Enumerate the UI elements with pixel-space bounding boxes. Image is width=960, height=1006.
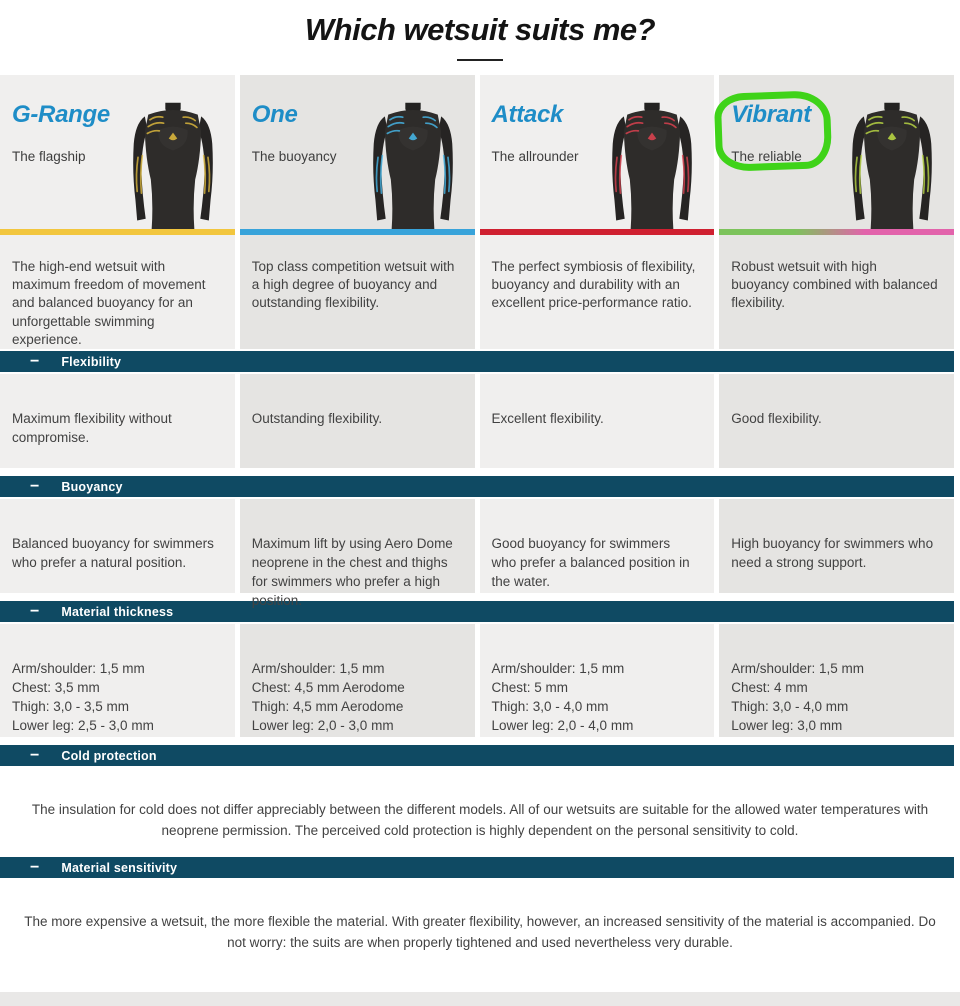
thickness-line: Chest: 4,5 mm Aerodome xyxy=(251,679,405,695)
thickness-cell-one: Arm/shoulder: 1,5 mm Chest: 4,5 mm Aerod… xyxy=(239,624,475,738)
buoyancy-cell-vibrant: High buoyancy for swimmers who need a st… xyxy=(719,499,954,594)
section-header-buoyancy[interactable]: − Buoyancy xyxy=(0,476,954,498)
thickness-line: Lower leg: 3,0 mm xyxy=(731,717,843,733)
section-label: Material sensitivity xyxy=(61,860,178,875)
thickness-line: Chest: 4 mm xyxy=(731,679,808,695)
description-cell-attack: The perfect symbiosis of flexibility, bu… xyxy=(479,235,715,350)
section-header-material-thickness[interactable]: − Material thickness xyxy=(0,601,954,623)
product-column-one: One The buoyancy xyxy=(239,75,475,235)
product-tagline: The flagship xyxy=(12,149,86,164)
section-header-material-sensitivity[interactable]: − Material sensitivity xyxy=(0,857,954,879)
section-label: Buoyancy xyxy=(61,479,123,494)
description-cell-grange: The high-end wetsuit with maximum freedo… xyxy=(0,235,235,350)
thickness-line: Lower leg: 2,0 - 3,0 mm xyxy=(251,717,394,733)
wetsuit-image-attack xyxy=(612,102,693,229)
thickness-cell-attack: Arm/shoulder: 1,5 mm Chest: 5 mm Thigh: … xyxy=(479,624,715,738)
product-color-bar xyxy=(479,229,715,235)
product-color-bar xyxy=(0,229,235,235)
flexibility-cell-attack: Excellent flexibility. xyxy=(479,374,715,469)
thickness-line: Thigh: 4,5 mm Aerodome xyxy=(251,698,404,714)
product-column-vibrant: Vibrant The reliable xyxy=(713,75,954,235)
description-cell-vibrant: Robust wetsuit with high buoyancy combin… xyxy=(719,235,954,350)
material-thickness-row: Arm/shoulder: 1,5 mm Chest: 3,5 mm Thigh… xyxy=(0,624,960,738)
wetsuit-image-grange xyxy=(132,102,213,229)
product-tagline: The allrounder xyxy=(491,149,579,164)
buoyancy-cell-attack: Good buoyancy for swimmers who prefer a … xyxy=(479,499,715,594)
product-header-row: G-Range The flagship One The buoyancy xyxy=(0,75,960,235)
product-color-bar xyxy=(239,229,475,235)
thickness-line: Chest: 3,5 mm xyxy=(12,679,100,695)
flexibility-cell-grange: Maximum flexibility without compromise. xyxy=(0,374,235,469)
product-tagline: The reliable xyxy=(731,149,802,164)
title-underline xyxy=(457,59,503,61)
footer-strip xyxy=(0,992,960,1006)
collapse-minus-icon: − xyxy=(30,858,40,876)
thickness-cell-grange: Arm/shoulder: 1,5 mm Chest: 3,5 mm Thigh… xyxy=(0,624,235,738)
flexibility-cell-vibrant: Good flexibility. xyxy=(719,374,954,469)
title-block: Which wetsuit suits me? xyxy=(0,0,960,75)
buoyancy-cell-grange: Balanced buoyancy for swimmers who prefe… xyxy=(0,499,235,594)
product-column-attack: Attack The allrounder xyxy=(479,75,715,235)
collapse-minus-icon: − xyxy=(30,352,40,370)
thickness-line: Arm/shoulder: 1,5 mm xyxy=(491,661,625,677)
collapse-minus-icon: − xyxy=(30,477,40,495)
wetsuit-image-vibrant xyxy=(852,102,932,229)
buoyancy-cell-one: Maximum lift by using Aero Dome neoprene… xyxy=(239,499,475,608)
material-sensitivity-text: The more expensive a wetsuit, the more f… xyxy=(24,914,936,951)
thickness-cell-vibrant: Arm/shoulder: 1,5 mm Chest: 4 mm Thigh: … xyxy=(719,624,954,738)
description-cell-one: Top class competition wetsuit with a hig… xyxy=(239,235,475,350)
thickness-line: Arm/shoulder: 1,5 mm xyxy=(731,661,865,677)
thickness-line: Lower leg: 2,5 - 3,0 mm xyxy=(12,717,154,733)
thickness-line: Thigh: 3,0 - 4,0 mm xyxy=(731,698,849,714)
wetsuit-image-one xyxy=(372,102,453,229)
collapse-minus-icon: − xyxy=(30,746,40,764)
section-label: Material thickness xyxy=(61,604,174,619)
description-row: The high-end wetsuit with maximum freedo… xyxy=(0,235,960,350)
thickness-line: Thigh: 3,0 - 3,5 mm xyxy=(12,698,130,714)
thickness-line: Arm/shoulder: 1,5 mm xyxy=(12,661,145,677)
cold-protection-text: The insulation for cold does not differ … xyxy=(31,802,929,839)
collapse-minus-icon: − xyxy=(30,602,40,620)
section-label: Flexibility xyxy=(61,354,122,369)
thickness-line: Chest: 5 mm xyxy=(491,679,569,695)
thickness-line: Thigh: 3,0 - 4,0 mm xyxy=(491,698,609,714)
product-color-bar xyxy=(719,229,954,235)
section-header-flexibility[interactable]: − Flexibility xyxy=(0,351,954,373)
section-header-cold-protection[interactable]: − Cold protection xyxy=(0,745,954,767)
flexibility-row: Maximum flexibility without compromise. … xyxy=(0,374,960,469)
flexibility-cell-one: Outstanding flexibility. xyxy=(239,374,475,469)
product-name-vibrant[interactable]: Vibrant xyxy=(731,101,811,128)
buoyancy-row: Balanced buoyancy for swimmers who prefe… xyxy=(0,499,960,608)
product-name-one[interactable]: One xyxy=(251,101,298,128)
product-tagline: The buoyancy xyxy=(251,149,337,164)
page-title: Which wetsuit suits me? xyxy=(304,12,656,47)
product-name-grange[interactable]: G-Range xyxy=(12,101,110,128)
thickness-line: Lower leg: 2,0 - 4,0 mm xyxy=(491,717,634,733)
section-label: Cold protection xyxy=(61,748,157,763)
product-name-attack[interactable]: Attack xyxy=(491,101,564,128)
product-column-grange: G-Range The flagship xyxy=(0,75,235,235)
thickness-line: Arm/shoulder: 1,5 mm xyxy=(251,661,385,677)
